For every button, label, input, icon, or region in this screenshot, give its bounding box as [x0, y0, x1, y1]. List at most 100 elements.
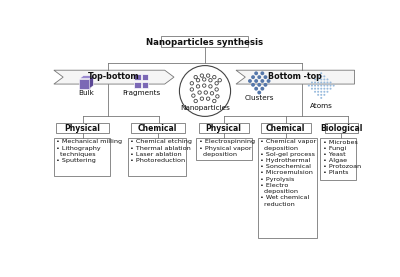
Circle shape: [320, 78, 322, 80]
Circle shape: [194, 75, 198, 79]
Text: • Microbes
• Fungi
• Yeast
• Algae
• Protozoan
• Plants: • Microbes • Fungi • Yeast • Algae • Pro…: [323, 140, 361, 176]
Circle shape: [323, 78, 325, 80]
Circle shape: [333, 84, 335, 87]
Circle shape: [320, 75, 322, 77]
Circle shape: [314, 88, 316, 90]
Text: Fragments: Fragments: [122, 90, 160, 96]
Circle shape: [317, 88, 319, 90]
FancyBboxPatch shape: [325, 123, 358, 133]
Circle shape: [323, 84, 325, 87]
Circle shape: [215, 88, 218, 91]
Circle shape: [320, 84, 322, 87]
Polygon shape: [134, 82, 141, 88]
Circle shape: [200, 74, 204, 77]
Circle shape: [260, 87, 264, 91]
Text: • Chemical etching
• Thermal ablation
• Laser ablation
• Photoreduction: • Chemical etching • Thermal ablation • …: [130, 140, 192, 163]
Circle shape: [314, 84, 316, 87]
Circle shape: [311, 88, 313, 90]
Circle shape: [317, 81, 319, 84]
Circle shape: [212, 75, 216, 79]
Circle shape: [248, 79, 252, 83]
Circle shape: [317, 78, 319, 80]
Circle shape: [320, 88, 322, 90]
Polygon shape: [80, 76, 94, 79]
Circle shape: [202, 84, 206, 87]
Text: Top-bottom: Top-bottom: [88, 72, 139, 81]
Circle shape: [317, 84, 319, 87]
Polygon shape: [54, 70, 174, 84]
Circle shape: [251, 83, 255, 87]
Circle shape: [260, 71, 264, 75]
FancyBboxPatch shape: [199, 123, 249, 133]
Circle shape: [326, 81, 328, 84]
Circle shape: [206, 97, 210, 100]
Circle shape: [257, 75, 261, 79]
Circle shape: [320, 94, 322, 96]
Circle shape: [320, 91, 322, 93]
Circle shape: [209, 78, 212, 82]
Circle shape: [330, 81, 332, 84]
Circle shape: [317, 91, 319, 93]
Circle shape: [311, 81, 313, 84]
Circle shape: [326, 84, 328, 87]
Circle shape: [320, 97, 322, 99]
FancyBboxPatch shape: [161, 36, 248, 47]
Polygon shape: [236, 70, 354, 84]
Circle shape: [194, 99, 198, 103]
Circle shape: [264, 75, 267, 79]
Circle shape: [180, 66, 230, 116]
Circle shape: [198, 91, 201, 94]
FancyBboxPatch shape: [56, 123, 109, 133]
Circle shape: [323, 81, 325, 84]
Circle shape: [206, 74, 210, 77]
Circle shape: [314, 91, 316, 93]
FancyBboxPatch shape: [196, 138, 252, 160]
Circle shape: [210, 92, 214, 95]
Circle shape: [330, 84, 332, 87]
Circle shape: [216, 95, 219, 98]
Circle shape: [192, 94, 195, 97]
Circle shape: [200, 97, 204, 100]
FancyBboxPatch shape: [261, 123, 311, 133]
Circle shape: [254, 87, 258, 91]
Circle shape: [320, 72, 322, 74]
Circle shape: [326, 78, 328, 80]
Circle shape: [209, 85, 212, 88]
Circle shape: [254, 71, 258, 75]
Text: Physical: Physical: [65, 124, 100, 134]
Polygon shape: [142, 82, 148, 88]
Text: Bulk: Bulk: [78, 90, 94, 96]
Text: Nanoparticles synthesis: Nanoparticles synthesis: [146, 38, 263, 47]
Circle shape: [320, 81, 322, 84]
Polygon shape: [134, 74, 141, 80]
Circle shape: [267, 79, 270, 83]
Text: • Chemical vapor
  deposition
• Sol-gel process
• Hydrothermal
• Sonochemical
• : • Chemical vapor deposition • Sol-gel pr…: [260, 140, 316, 206]
FancyBboxPatch shape: [131, 123, 185, 133]
Circle shape: [317, 94, 319, 96]
FancyBboxPatch shape: [258, 138, 317, 238]
Text: Biological: Biological: [320, 124, 362, 134]
Circle shape: [326, 91, 328, 93]
Circle shape: [190, 82, 194, 85]
FancyBboxPatch shape: [128, 138, 186, 176]
Circle shape: [254, 79, 258, 83]
Circle shape: [330, 88, 332, 90]
Text: Bottom -top: Bottom -top: [268, 72, 322, 81]
Circle shape: [218, 78, 222, 82]
Circle shape: [323, 94, 325, 96]
Text: Clusters: Clusters: [244, 95, 274, 101]
Circle shape: [311, 84, 313, 87]
Circle shape: [204, 91, 208, 94]
Circle shape: [190, 88, 194, 91]
FancyBboxPatch shape: [54, 138, 110, 176]
Circle shape: [202, 78, 206, 81]
Polygon shape: [142, 74, 148, 80]
Text: Physical: Physical: [206, 124, 242, 134]
Circle shape: [212, 99, 216, 103]
Circle shape: [215, 82, 218, 85]
Circle shape: [314, 78, 316, 80]
Polygon shape: [80, 79, 90, 89]
Text: Atoms: Atoms: [310, 102, 333, 109]
Circle shape: [196, 85, 200, 88]
Text: Chemical: Chemical: [266, 124, 305, 134]
